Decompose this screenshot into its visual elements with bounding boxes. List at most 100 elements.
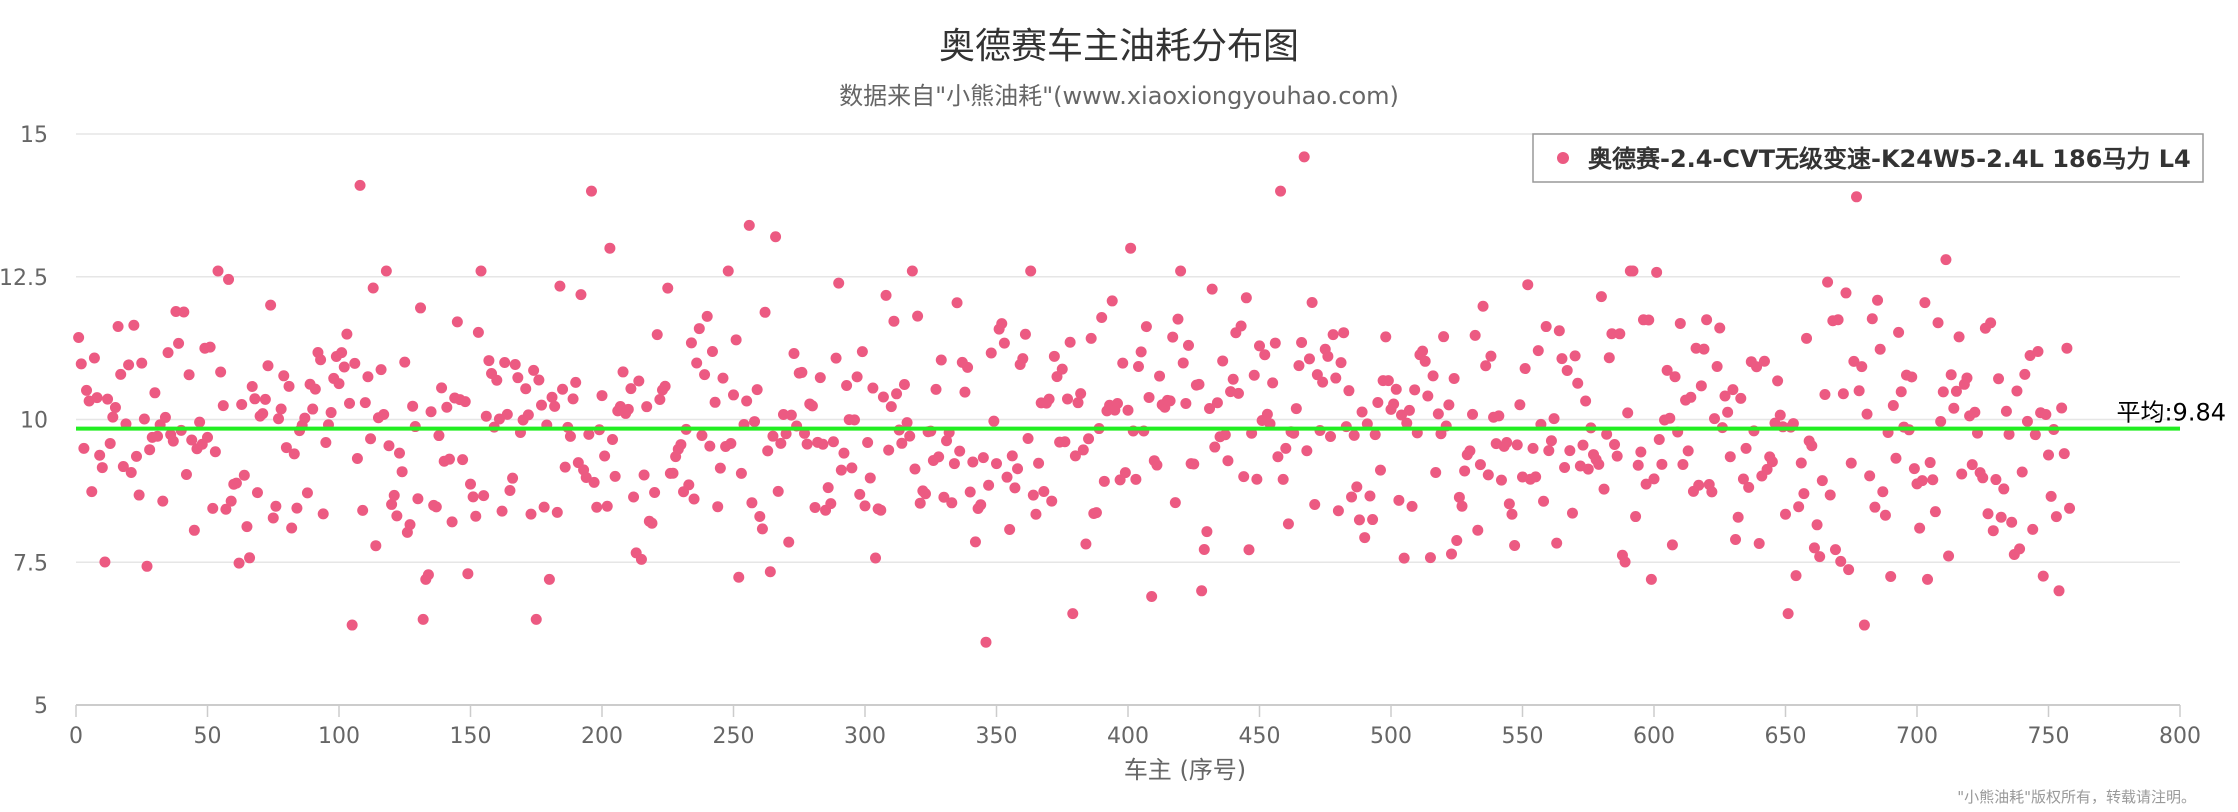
scatter-point: [1182, 339, 1194, 351]
scatter-point: [433, 430, 445, 442]
scatter-point: [270, 500, 282, 512]
scatter-point: [215, 366, 227, 378]
scatter-point: [1793, 501, 1805, 513]
scatter-point: [683, 479, 695, 491]
scatter-point: [81, 384, 93, 396]
scatter-point: [1819, 388, 1831, 400]
scatter-point: [1711, 360, 1723, 372]
scatter-point: [238, 469, 250, 481]
scatter-point: [1961, 372, 1973, 384]
scatter-point: [914, 497, 926, 509]
scatter-point: [1280, 442, 1292, 454]
scatter-point: [246, 381, 258, 393]
scatter-point: [267, 512, 279, 524]
scatter-point: [1843, 564, 1855, 576]
scatter-point: [1948, 402, 1960, 414]
scatter-point: [1372, 397, 1384, 409]
scatter-point: [75, 358, 87, 370]
scatter-point: [1143, 391, 1155, 403]
scatter-point: [1043, 393, 1055, 405]
scatter-point: [2016, 466, 2028, 478]
scatter-point: [1895, 386, 1907, 398]
scatter-point: [1858, 619, 1870, 631]
scatter-point: [1730, 534, 1742, 546]
scatter-point: [351, 453, 363, 465]
scatter-point: [265, 299, 277, 311]
scatter-point: [204, 341, 216, 353]
scatter-point: [96, 462, 108, 474]
scatter-point: [1364, 490, 1376, 502]
scatter-point: [1840, 287, 1852, 299]
scatter-point: [1929, 506, 1941, 518]
scatter-point: [646, 517, 658, 529]
scatter-point: [870, 552, 882, 564]
scatter-point: [1303, 353, 1315, 365]
scatter-point: [399, 356, 411, 368]
scatter-point: [856, 346, 868, 358]
scatter-point: [462, 568, 474, 580]
x-tick-label: 750: [2028, 724, 2070, 749]
scatter-point: [1853, 385, 1865, 397]
credit-text: "小熊油耗"版权所有，转载请注明。: [1957, 788, 2196, 806]
scatter-point: [396, 466, 408, 478]
scatter-point: [1845, 457, 1857, 469]
scatter-point: [1125, 242, 1137, 254]
scatter-point: [706, 346, 718, 358]
scatter-point: [1879, 509, 1891, 521]
scatter-point: [2058, 448, 2070, 460]
scatter-point: [275, 403, 287, 415]
scatter-point: [735, 467, 747, 479]
scatter-point: [933, 451, 945, 463]
scatter-point: [86, 486, 98, 498]
scatter-point: [554, 280, 566, 292]
scatter-point: [1122, 404, 1134, 416]
scatter-point: [741, 395, 753, 407]
scatter-point: [357, 504, 369, 516]
scatter-point: [756, 523, 768, 535]
scatter-point: [1614, 328, 1626, 340]
scatter-point: [846, 462, 858, 474]
scatter-point: [1761, 463, 1773, 475]
scatter-point: [559, 461, 571, 473]
scatter-point: [788, 348, 800, 360]
scatter-point: [1540, 321, 1552, 333]
scatter-point: [1601, 428, 1613, 440]
scatter-point: [1335, 357, 1347, 369]
scatter-point: [1448, 373, 1460, 385]
scatter-point: [173, 337, 185, 349]
legend[interactable]: 奥德赛-2.4-CVT无级变速-K24W5-2.4L 186马力 L4: [1532, 133, 2204, 183]
scatter-point: [425, 406, 437, 418]
scatter-point: [2053, 585, 2065, 597]
scatter-point: [1924, 457, 1936, 469]
scatter-point: [1569, 350, 1581, 362]
scatter-point: [912, 310, 924, 322]
scatter-point: [1666, 539, 1678, 551]
scatter-point: [1598, 483, 1610, 495]
scatter-point: [1201, 526, 1213, 538]
scatter-point: [1556, 353, 1568, 365]
scatter-point: [1282, 518, 1294, 530]
scatter-point: [1645, 573, 1657, 585]
scatter-point: [601, 500, 613, 512]
scatter-point: [2021, 415, 2033, 427]
scatter-point: [709, 396, 721, 408]
scatter-point: [1914, 522, 1926, 534]
scatter-point: [1098, 475, 1110, 487]
scatter-point: [1801, 332, 1813, 344]
x-tick-label: 50: [194, 724, 222, 749]
scatter-point: [1012, 463, 1024, 475]
scatter-point: [291, 502, 303, 514]
y-tick-label: 15: [20, 123, 48, 148]
scatter-point: [125, 467, 137, 479]
scatter-point: [1848, 355, 1860, 367]
scatter-point: [491, 374, 503, 386]
scatter-point: [78, 442, 90, 454]
scatter-point: [1117, 357, 1129, 369]
scatter-point: [223, 273, 235, 285]
scatter-point: [415, 302, 427, 314]
scatter-point: [1774, 409, 1786, 421]
scatter-point: [1290, 403, 1302, 415]
scatter-point: [533, 374, 545, 386]
scatter-point: [896, 437, 908, 449]
scatter-point: [759, 306, 771, 318]
